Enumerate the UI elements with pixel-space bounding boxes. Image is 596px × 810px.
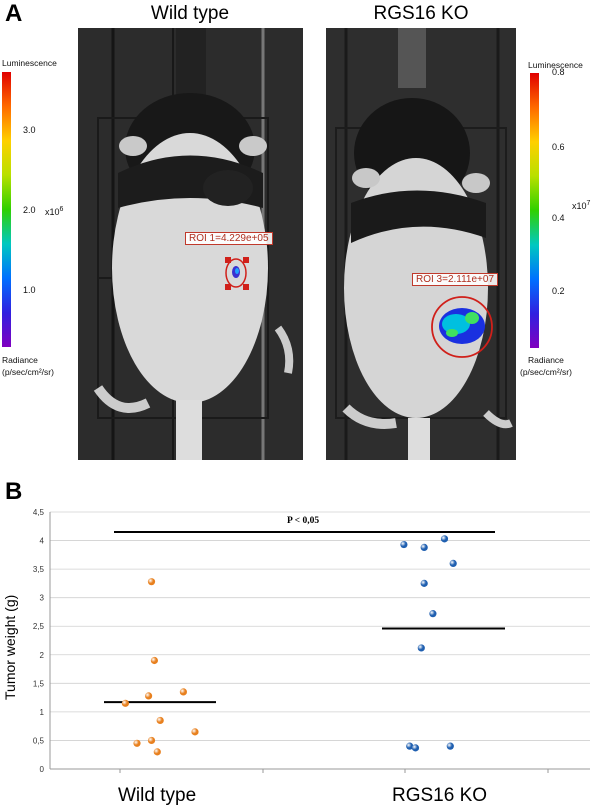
left-colorbar-bottom-label: Radiance [2,355,38,365]
x-category-rgs16-ko: RGS16 KO [392,785,488,806]
y-tick-label: 3 [40,594,45,603]
data-point [449,559,457,568]
data-point [191,728,199,736]
right-colorbar-bottom-label: Radiance [528,355,564,365]
data-point [446,742,454,750]
data-point [150,656,158,665]
right-colorbar-tick: 0.6 [552,142,565,152]
y-tick-label: 0,5 [33,736,45,745]
y-tick-label: 1 [40,708,45,717]
data-point [179,688,187,696]
right-colorbar-gradient [530,73,539,348]
y-tick-label: 2,5 [33,622,45,631]
panel-b-letter: B [5,478,23,505]
data-point [406,742,414,750]
rgs16-ko-bioluminescence-image: ROI 3=2.111e+07 [326,28,516,460]
wild-type-bioluminescence-image: ROI 1=4.229e+05 [78,28,303,460]
data-point [147,578,156,586]
left-colorbar-tick: 2.0 [23,205,36,215]
data-point [133,739,141,747]
data-point [156,716,164,725]
data-point [145,692,153,700]
left-colorbar-multiplier: x106 [45,206,64,217]
right-colorbar-multiplier: x107 [572,200,591,211]
left-colorbar-top-label: Luminescence [2,58,57,68]
left-colorbar-tick: 1.0 [23,285,36,295]
roi-1-label: ROI 1=4.229e+05 [185,232,273,245]
data-point [411,744,420,752]
left-colorbar-units: (p/sec/cm²/sr) [2,367,54,377]
y-tick-label: 4 [40,537,45,546]
data-point [440,535,449,543]
right-colorbar-tick: 0.2 [552,286,565,296]
right-colorbar-tick: 0.8 [552,67,565,77]
y-tick-label: 2 [40,651,45,660]
panel-a-letter: A [5,0,23,27]
y-tick-label: 0 [40,765,45,774]
data-point [420,543,428,552]
y-tick-label: 4,5 [33,508,45,517]
rgs16-ko-title: RGS16 KO [373,3,469,24]
data-point [153,748,161,756]
roi-3-label: ROI 3=2.111e+07 [412,273,499,286]
left-colorbar-gradient [2,72,11,347]
right-colorbar-top-label: Luminescence [528,60,583,70]
right-colorbar-units: (p/sec/cm²/sr) [520,367,572,377]
x-category-wild-type: Wild type [118,785,197,806]
significance-label: P < 0,05 [287,516,320,526]
y-tick-label: 3,5 [33,565,45,574]
right-colorbar-tick: 0.4 [552,213,565,223]
data-point [121,699,129,707]
data-point [147,736,156,745]
data-point [420,579,428,587]
left-colorbar-tick: 3.0 [23,125,36,135]
rgs16-ko-mouse-photo [326,28,516,460]
data-point [429,610,437,618]
wild-type-title: Wild type [150,3,230,24]
y-tick-label: 1,5 [33,679,45,688]
data-point [417,644,425,652]
data-point [400,540,408,549]
